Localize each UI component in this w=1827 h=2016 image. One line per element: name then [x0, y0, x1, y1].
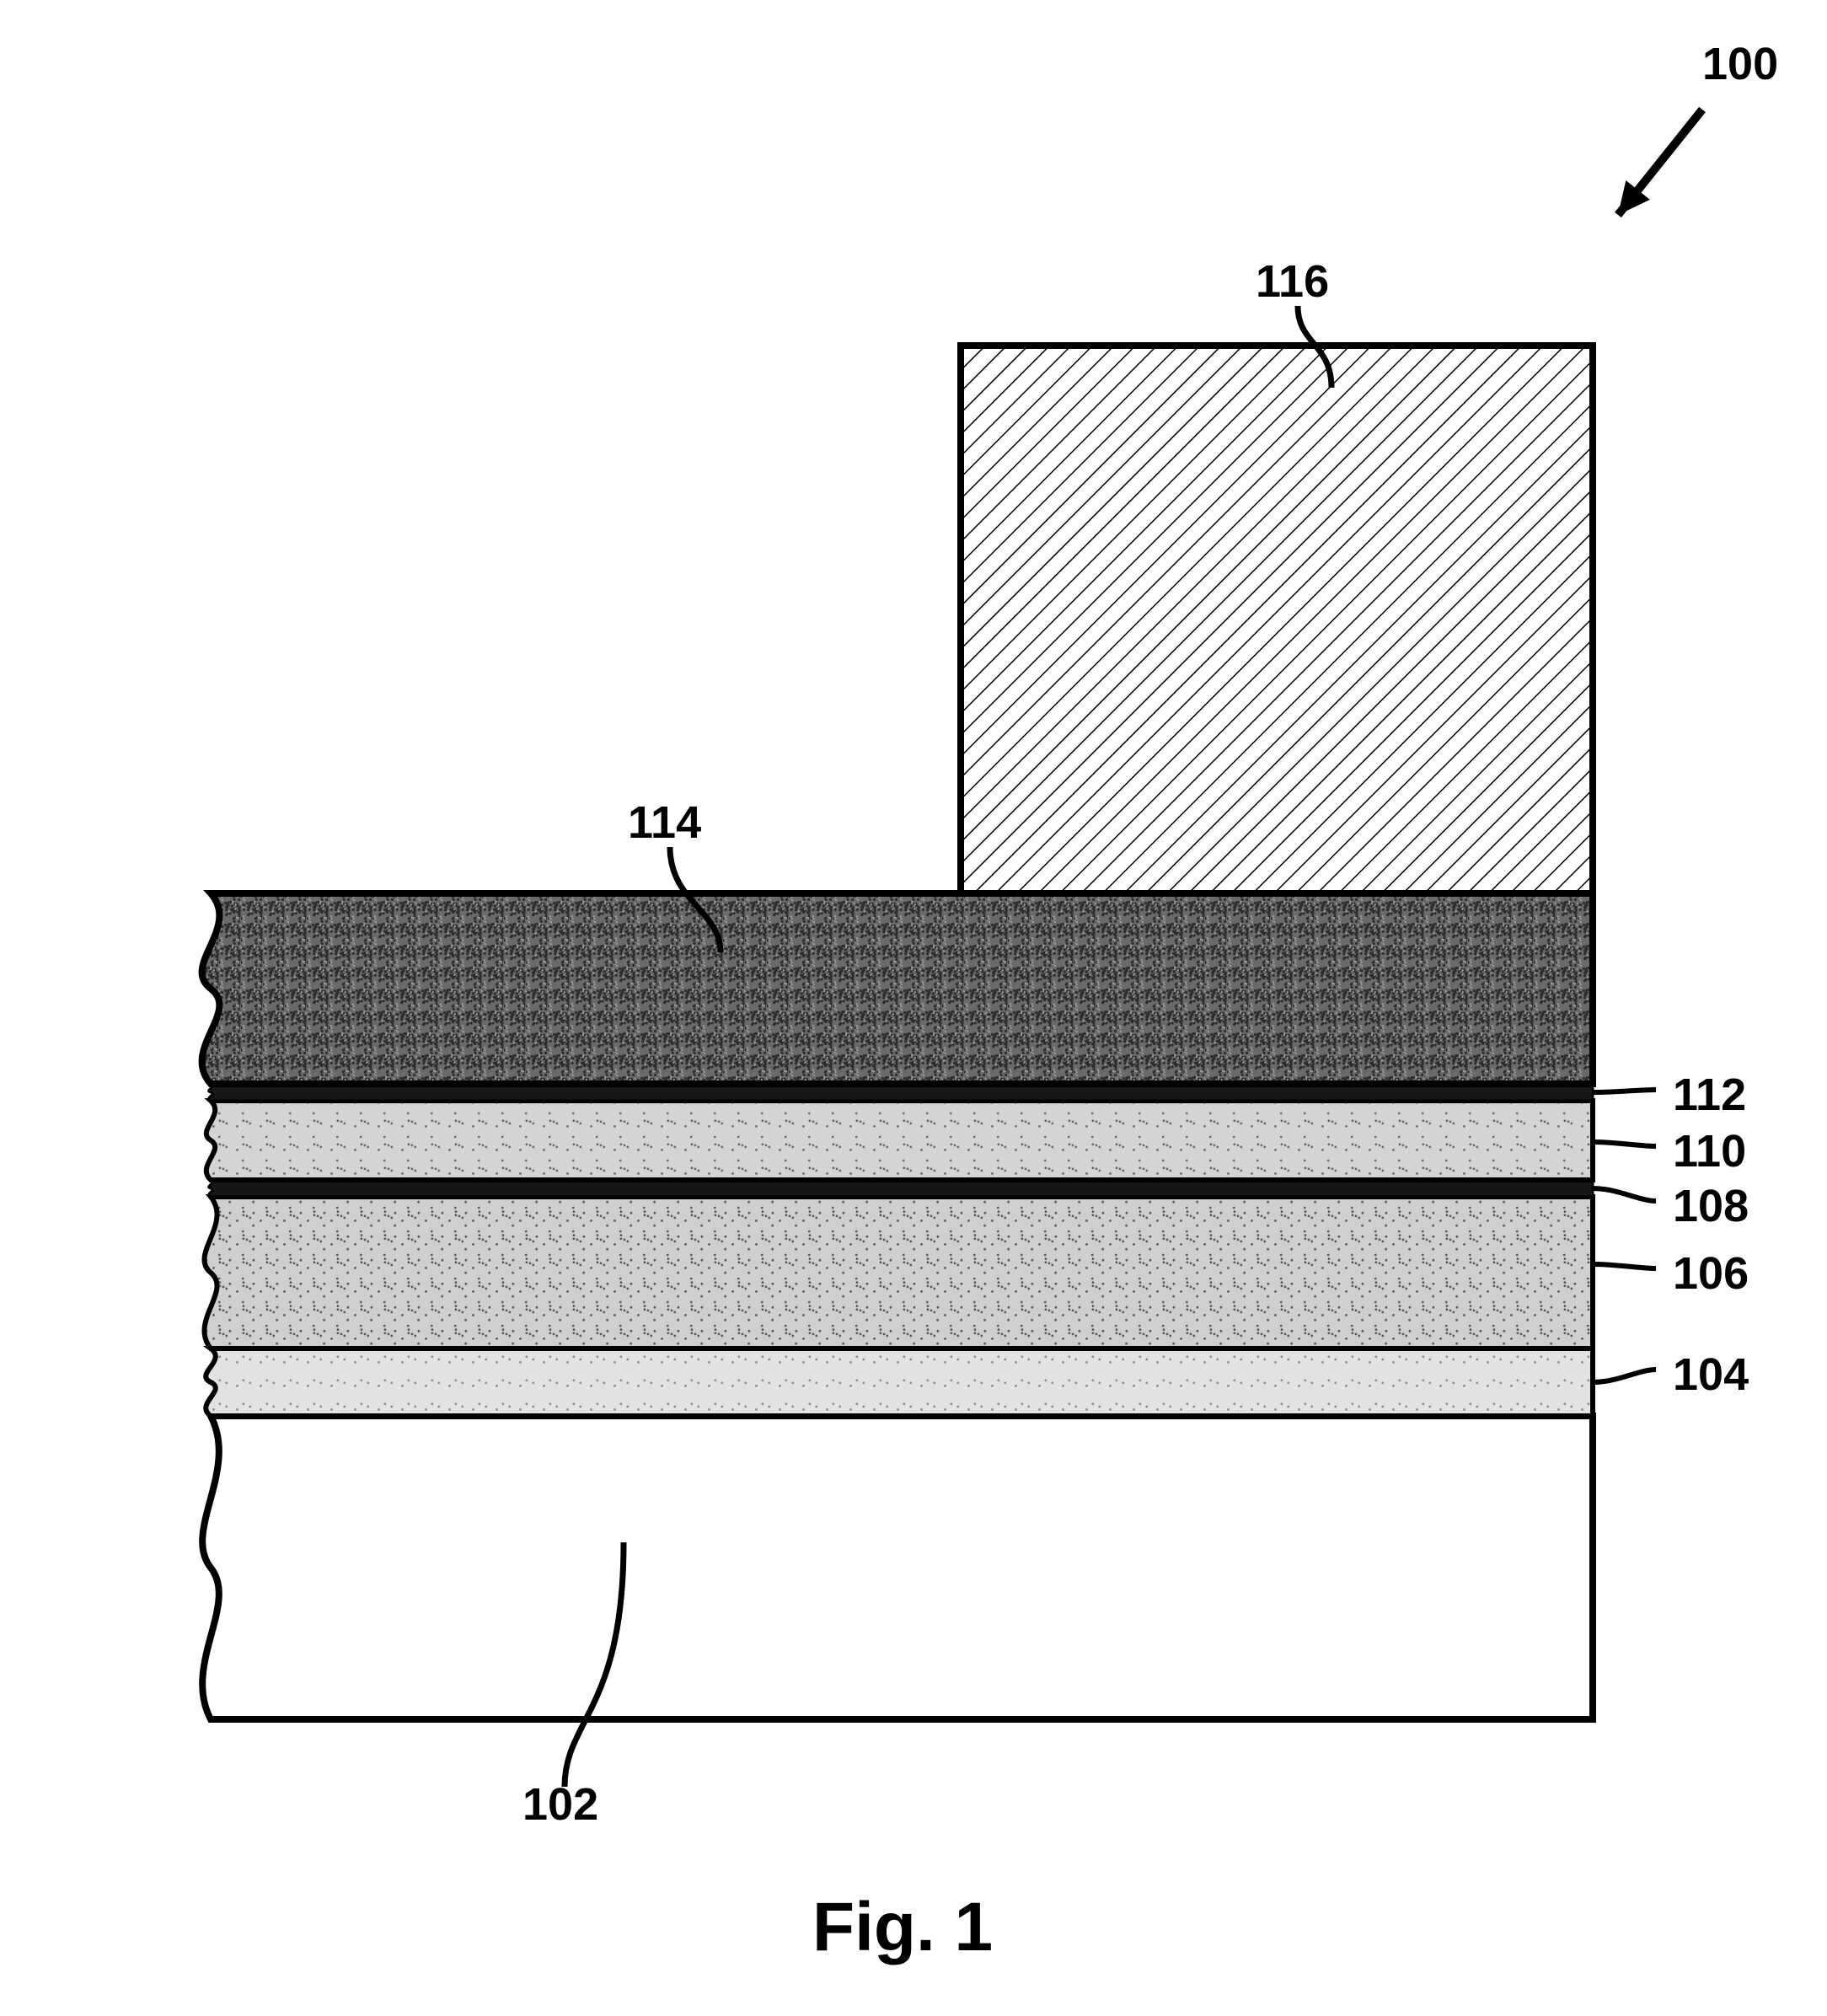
layer-stack: [202, 893, 1593, 1719]
label-100: 100: [1702, 38, 1778, 90]
leader-104: [1593, 1370, 1656, 1382]
label-106: 106: [1673, 1247, 1749, 1300]
block-116: [961, 346, 1593, 893]
label-116: 116: [1256, 255, 1329, 308]
leader-108: [1593, 1188, 1656, 1201]
label-102: 102: [522, 1778, 598, 1831]
label-104: 104: [1673, 1348, 1749, 1401]
label-114: 114: [628, 796, 701, 849]
leader-112: [1593, 1090, 1656, 1092]
label-108: 108: [1673, 1180, 1749, 1232]
leader-106: [1593, 1264, 1656, 1268]
figure-caption: Fig. 1: [812, 1888, 993, 1967]
label-112: 112: [1673, 1069, 1746, 1121]
figure-svg: [0, 0, 1827, 2016]
arrow-100: [1618, 110, 1702, 215]
leader-110: [1593, 1142, 1656, 1146]
label-110: 110: [1673, 1125, 1746, 1177]
figure-stage: 100 116 114 112 110 108 106 104 102 Fig.…: [0, 0, 1827, 2016]
